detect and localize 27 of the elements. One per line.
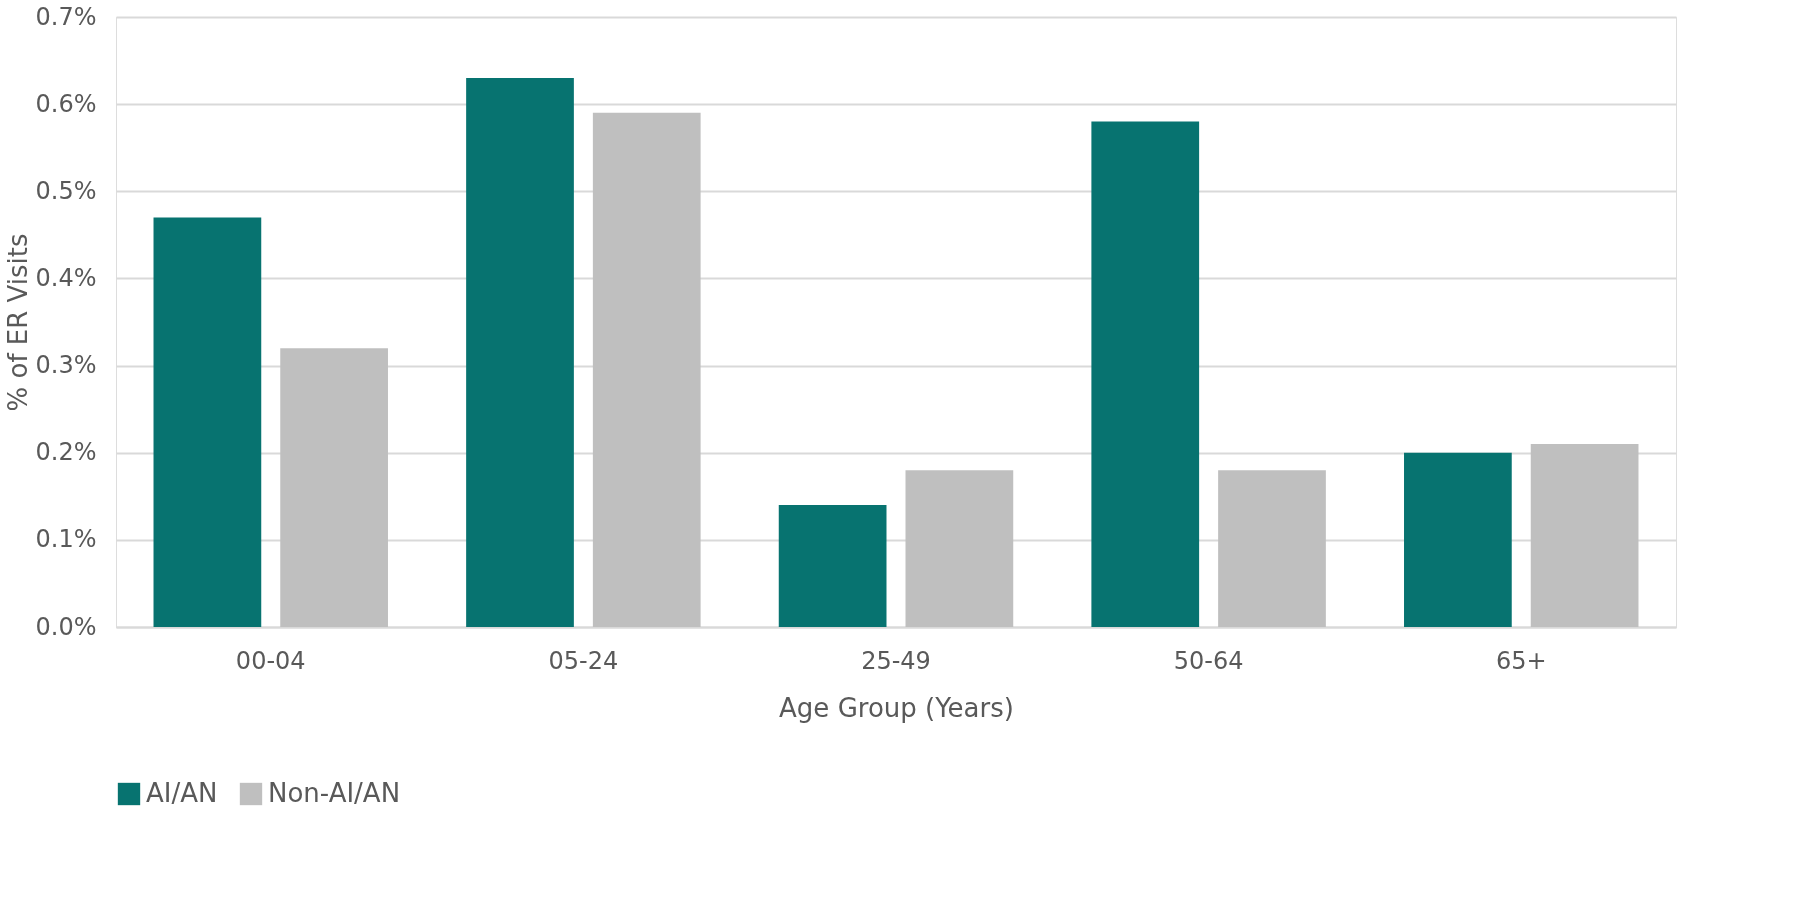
y-axis-title: % of ER Visits — [2, 233, 33, 412]
bar — [280, 348, 388, 627]
bar — [1530, 444, 1639, 627]
y-tick-label: 0.4% — [35, 263, 97, 292]
y-tick-label: 0.2% — [35, 438, 97, 467]
y-tick-label: 0.3% — [35, 351, 97, 380]
y-tick-label: 0.6% — [35, 89, 97, 118]
legend-label: Non-AI/AN — [268, 778, 401, 808]
x-tick-label: 00-04 — [235, 646, 306, 675]
x-tick-label: 65+ — [1495, 646, 1547, 675]
bar — [466, 78, 574, 627]
legend-label: AI/AN — [146, 778, 218, 808]
x-tick-label: 05-24 — [548, 646, 619, 675]
bar — [1091, 121, 1200, 627]
y-tick-label: 0.5% — [35, 176, 97, 205]
bar — [905, 470, 1014, 627]
bar — [778, 505, 887, 627]
bar — [1218, 470, 1326, 627]
bar — [1404, 452, 1512, 627]
y-tick-label: 0.1% — [35, 525, 97, 554]
y-tick-label: 0.7% — [35, 2, 97, 31]
x-tick-label: 50-64 — [1173, 646, 1244, 675]
bar — [592, 112, 701, 627]
bar — [153, 217, 262, 627]
x-axis-title: Age Group (Years) — [779, 692, 1014, 723]
x-tick-label: 25-49 — [861, 646, 931, 675]
y-tick-label: 0.0% — [35, 612, 97, 641]
